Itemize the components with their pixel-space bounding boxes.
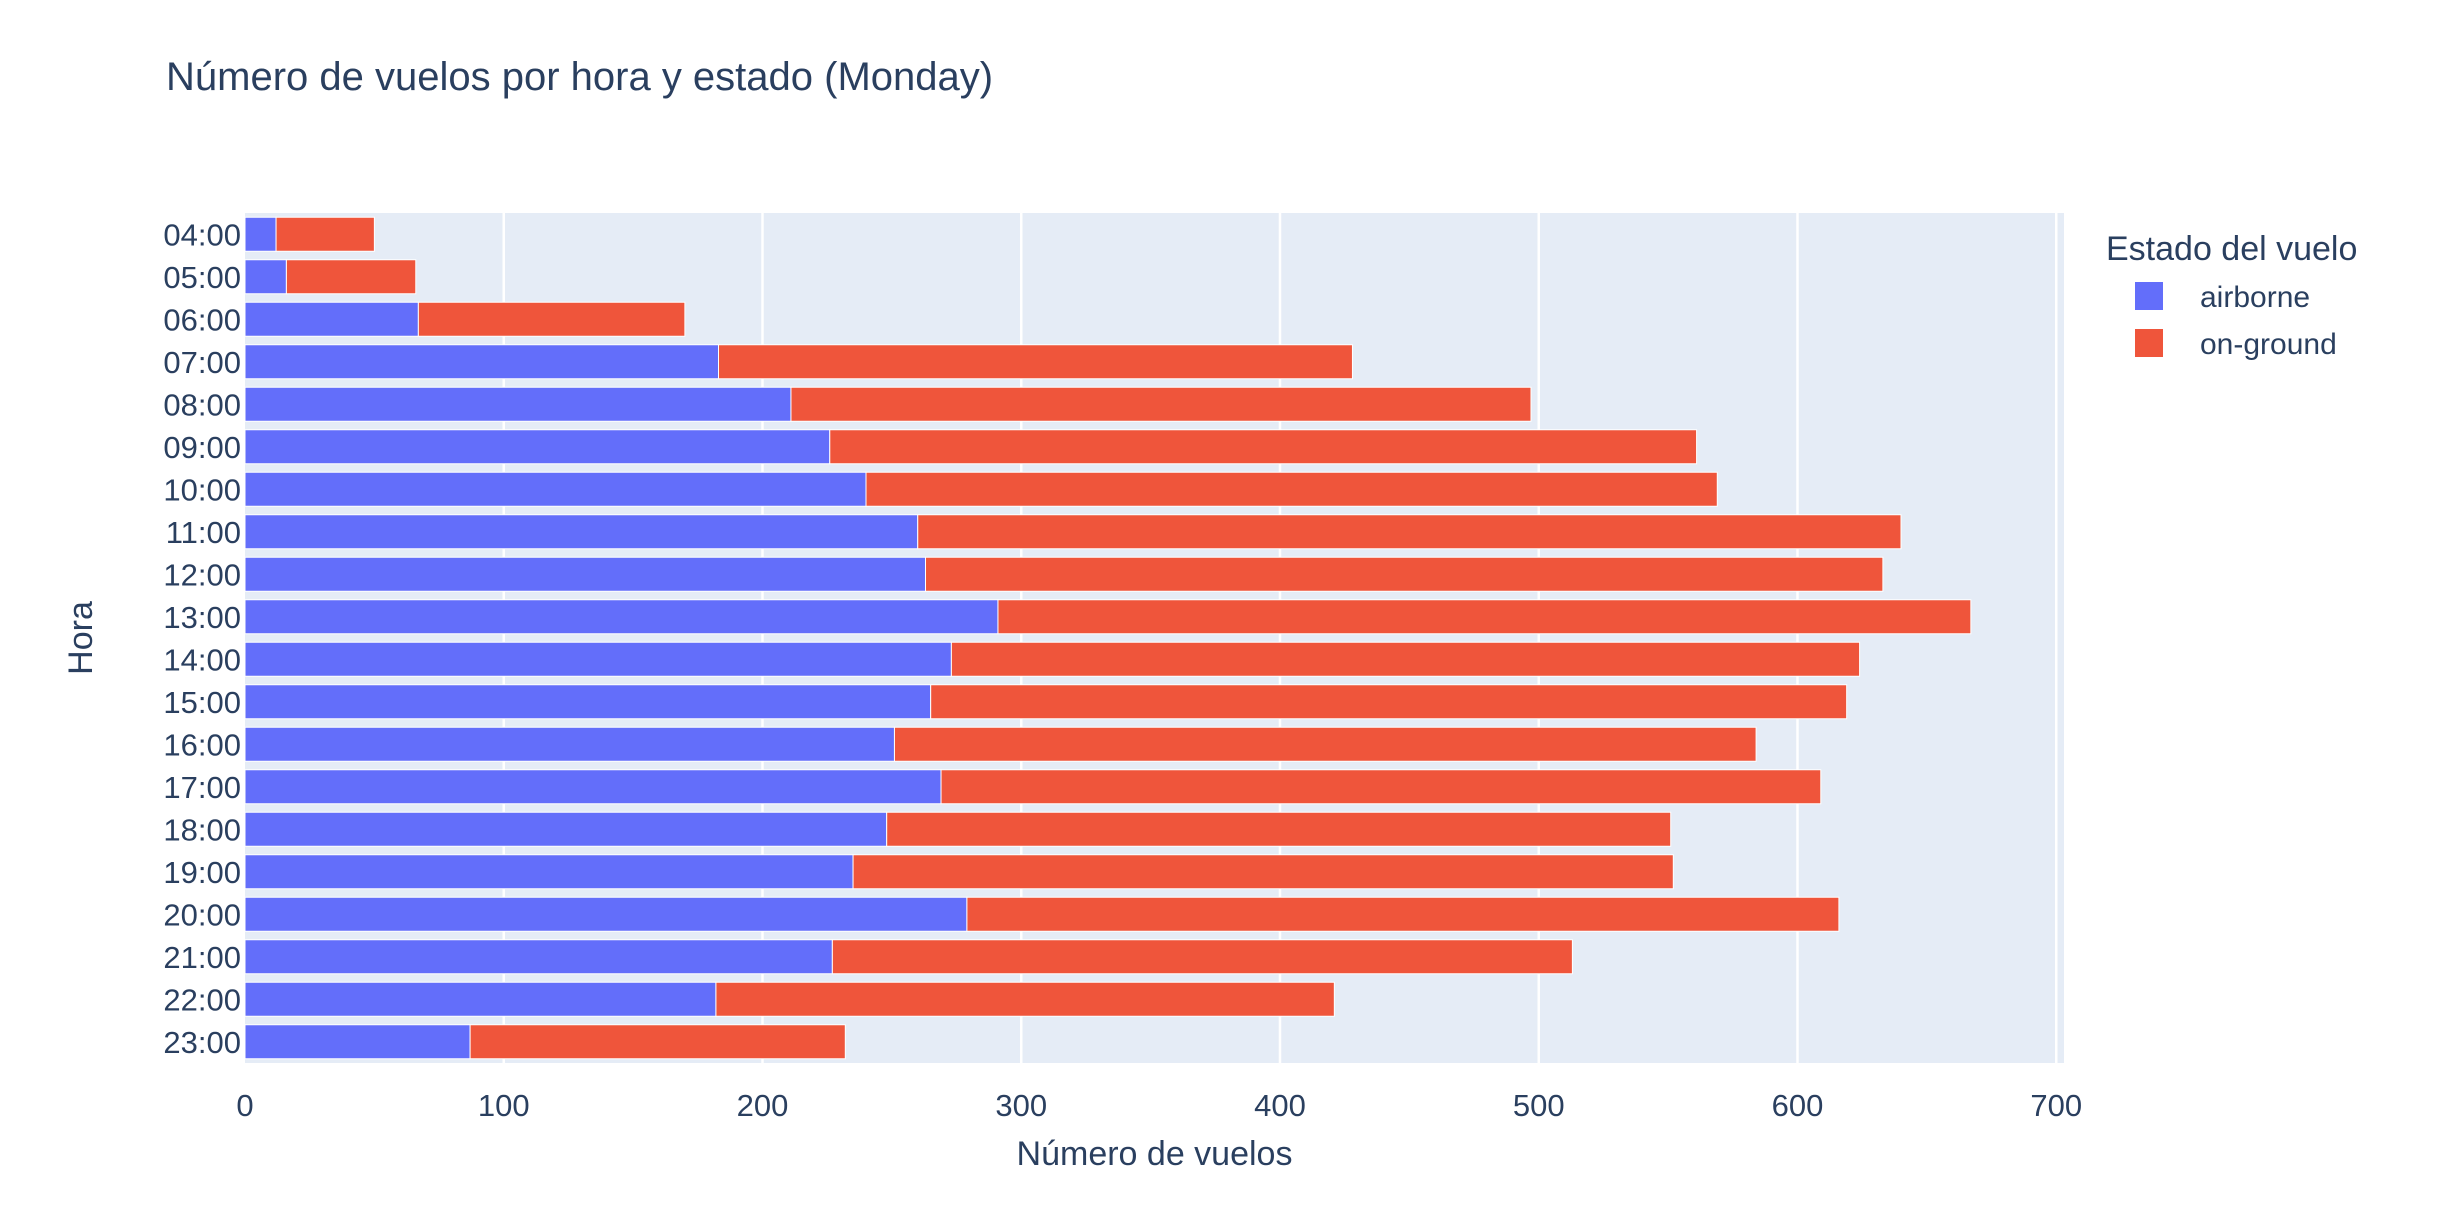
bar-airborne[interactable] (244, 896, 968, 932)
bar-airborne[interactable] (244, 641, 952, 677)
x-axis-title: Número de vuelos (1017, 1135, 1293, 1173)
bar-airborne[interactable] (244, 259, 287, 295)
y-tick-label: 08:00 (163, 387, 241, 422)
bar-airborne[interactable] (244, 769, 942, 805)
bar-airborne[interactable] (244, 216, 277, 252)
bar-airborne[interactable] (244, 981, 717, 1017)
legend-swatch (2135, 329, 2163, 357)
bar-airborne[interactable] (244, 471, 867, 507)
bar-airborne[interactable] (244, 939, 833, 975)
bar-on-ground[interactable] (718, 344, 1353, 380)
x-tick-label: 200 (737, 1088, 789, 1123)
bar-airborne[interactable] (244, 301, 419, 337)
bar-airborne[interactable] (244, 514, 919, 550)
y-axis-title: Hora (62, 601, 100, 675)
bar-airborne[interactable] (244, 599, 999, 635)
y-tick-label: 15:00 (163, 685, 241, 720)
y-tick-label: 12:00 (163, 557, 241, 592)
bar-on-ground[interactable] (997, 599, 1972, 635)
y-tick-label: 22:00 (163, 982, 241, 1017)
legend-item-on-ground[interactable]: on-ground (2135, 328, 2337, 361)
bar-on-ground[interactable] (930, 684, 1848, 720)
y-tick-label: 04:00 (163, 217, 241, 252)
bar-on-ground[interactable] (925, 556, 1884, 592)
legend-label: airborne (2200, 281, 2310, 314)
bar-on-ground[interactable] (275, 216, 375, 252)
bar-on-ground[interactable] (893, 726, 1757, 762)
x-tick-label: 400 (1254, 1088, 1306, 1123)
y-tick-label: 06:00 (163, 302, 241, 337)
bar-on-ground[interactable] (886, 811, 1672, 847)
y-tick-label: 17:00 (163, 770, 241, 805)
x-axis-ticks: 0 100 200 300 400 500 600 700 (236, 1088, 2082, 1123)
x-tick-label: 100 (478, 1088, 530, 1123)
legend-title: Estado del vuelo (2106, 230, 2357, 268)
y-tick-label: 14:00 (163, 642, 241, 677)
bar-on-ground[interactable] (417, 301, 686, 337)
legend-swatch (2135, 282, 2163, 310)
bar-on-ground[interactable] (831, 939, 1573, 975)
y-tick-label: 21:00 (163, 940, 241, 975)
bar-airborne[interactable] (244, 684, 932, 720)
bar-airborne[interactable] (244, 344, 720, 380)
y-tick-label: 18:00 (163, 812, 241, 847)
y-tick-label: 20:00 (163, 897, 241, 932)
bar-airborne[interactable] (244, 811, 888, 847)
x-tick-label: 500 (1513, 1088, 1565, 1123)
y-tick-label: 10:00 (163, 472, 241, 507)
y-axis-ticks: 04:00 05:00 06:00 07:00 08:00 09:00 10:00 11:00… (163, 217, 241, 1060)
y-tick-label: 16:00 (163, 727, 241, 762)
y-tick-label: 07:00 (163, 345, 241, 380)
bar-airborne[interactable] (244, 854, 854, 890)
bar-on-ground[interactable] (966, 896, 1840, 932)
bars (244, 216, 1972, 1060)
bar-airborne[interactable] (244, 1024, 471, 1060)
plot-area (245, 213, 2064, 1063)
bar-airborne[interactable] (244, 726, 895, 762)
bar-on-ground[interactable] (829, 429, 1698, 465)
y-tick-label: 13:00 (163, 600, 241, 635)
x-tick-label: 0 (236, 1088, 253, 1123)
y-tick-label: 23:00 (163, 1025, 241, 1060)
legend-label: on-ground (2200, 328, 2337, 361)
bar-on-ground[interactable] (469, 1024, 846, 1060)
bar-on-ground[interactable] (917, 514, 1902, 550)
bar-on-ground[interactable] (950, 641, 1861, 677)
x-tick-label: 700 (2030, 1088, 2082, 1123)
bar-on-ground[interactable] (865, 471, 1718, 507)
bar-on-ground[interactable] (715, 981, 1335, 1017)
bar-airborne[interactable] (244, 429, 831, 465)
bar-on-ground[interactable] (285, 259, 417, 295)
legend[interactable]: Estado del vuelo airborne on-ground (2106, 230, 2357, 361)
bar-airborne[interactable] (244, 556, 927, 592)
y-tick-label: 09:00 (163, 430, 241, 465)
y-tick-label: 05:00 (163, 260, 241, 295)
x-tick-label: 300 (995, 1088, 1047, 1123)
bar-on-ground[interactable] (852, 854, 1674, 890)
bar-on-ground[interactable] (940, 769, 1822, 805)
legend-items[interactable]: airborne on-ground (2135, 281, 2337, 361)
y-tick-label: 11:00 (166, 515, 241, 550)
y-tick-label: 19:00 (163, 855, 241, 890)
x-tick-label: 600 (1772, 1088, 1824, 1123)
bar-on-ground[interactable] (790, 386, 1532, 422)
bar-airborne[interactable] (244, 386, 792, 422)
legend-item-airborne[interactable]: airborne (2135, 281, 2310, 314)
chart-title: Número de vuelos por hora y estado (Mond… (166, 55, 993, 99)
